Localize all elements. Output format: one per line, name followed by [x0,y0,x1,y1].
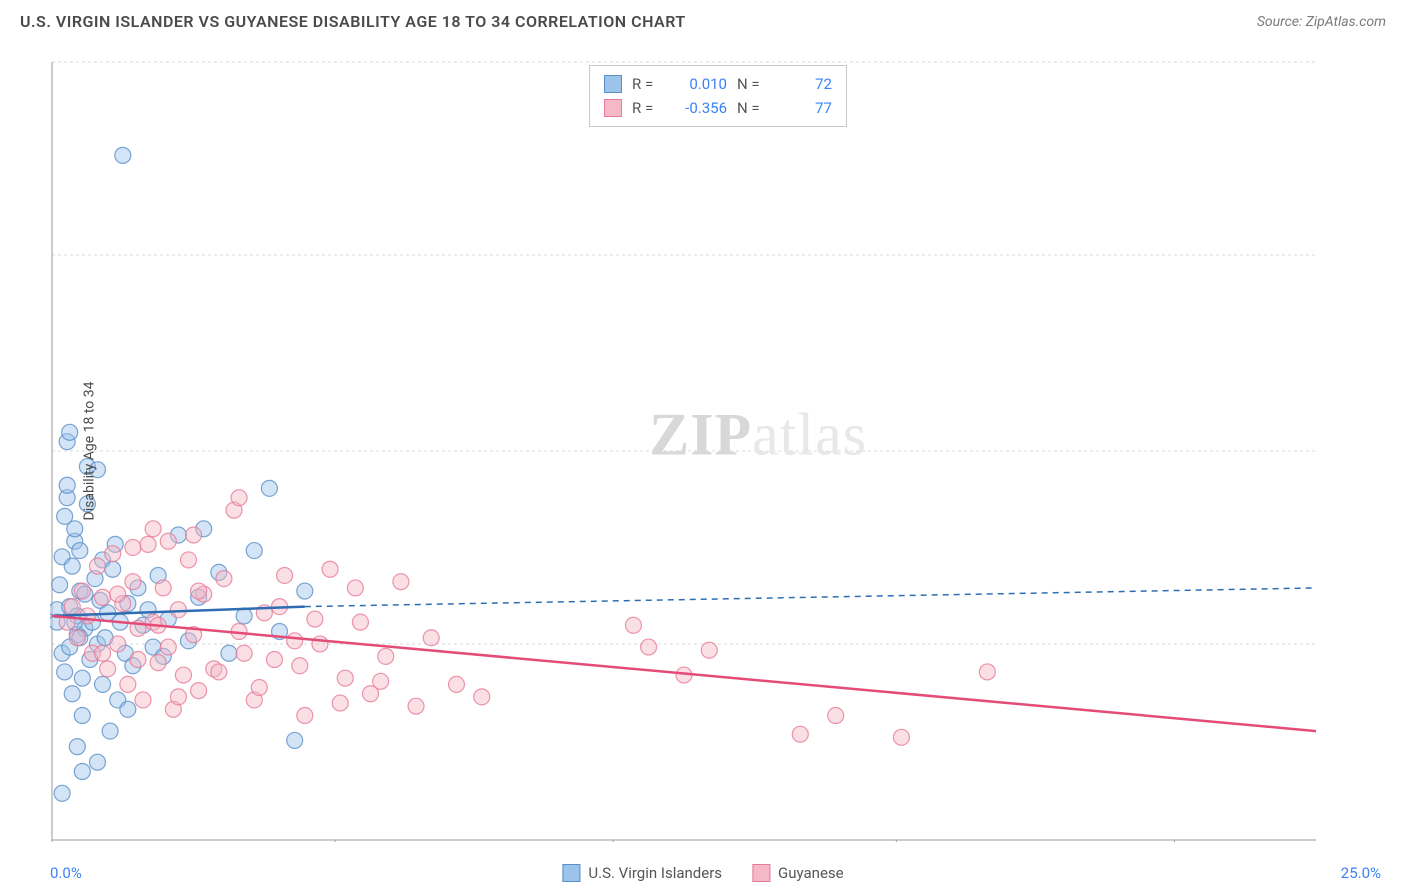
legend-series-name: Guyanese [778,864,844,882]
legend-row-usvi: R = 0.010 N = 72 [604,72,832,96]
legend-swatch-icon [752,864,770,882]
scatter-plot-svg [50,60,1386,842]
x-axis-max-label: 25.0% [1341,864,1381,882]
series-legend: U.S. Virgin Islanders Guyanese [562,864,843,882]
legend-swatch-icon [562,864,580,882]
legend-series-name: U.S. Virgin Islanders [588,864,722,882]
source-attribution: Source: ZipAtlas.com [1257,14,1386,30]
x-axis-min-label: 0.0% [50,864,82,882]
y-axis-label: Disability Age 18 to 34 [81,382,97,521]
legend-swatch-usvi [604,75,622,93]
correlation-legend: R = 0.010 N = 72 R = -0.356 N = 77 [589,65,847,127]
chart-title: U.S. VIRGIN ISLANDER VS GUYANESE DISABIL… [20,12,686,31]
legend-row-guyanese: R = -0.356 N = 77 [604,96,832,120]
chart-area: Disability Age 18 to 34 ZIPatlas R = 0.0… [50,60,1386,842]
legend-swatch-guyanese [604,99,622,117]
legend-item-guyanese: Guyanese [752,864,844,882]
legend-item-usvi: U.S. Virgin Islanders [562,864,722,882]
